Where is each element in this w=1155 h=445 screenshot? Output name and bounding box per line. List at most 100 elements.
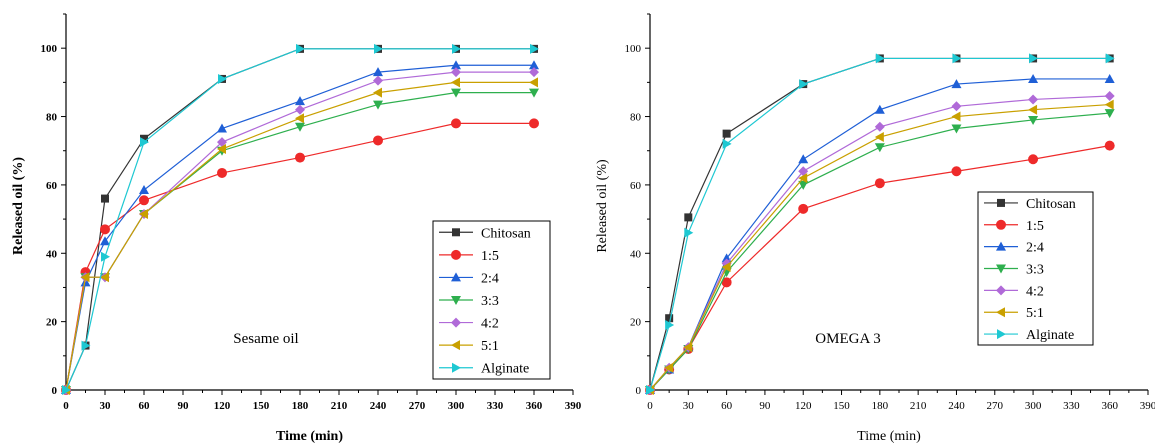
data-point <box>139 208 148 219</box>
y-tick-label: 60 <box>46 180 58 192</box>
data-point <box>875 53 885 64</box>
legend-item: Alginate <box>439 362 529 377</box>
legend-label: 1:5 <box>481 249 499 264</box>
data-point <box>295 113 304 124</box>
data-point <box>1028 104 1038 115</box>
data-point <box>529 88 539 98</box>
x-tick-label: 360 <box>526 400 543 412</box>
x-tick-label: 0 <box>647 400 653 412</box>
x-tick-label: 270 <box>987 400 1004 412</box>
data-point <box>217 144 226 155</box>
x-tick-label: 120 <box>214 400 231 412</box>
data-point <box>373 100 383 110</box>
data-point <box>874 132 884 143</box>
y-tick-label: 0 <box>52 385 58 397</box>
data-point <box>1104 140 1115 151</box>
data-point <box>665 314 674 323</box>
legend-label: 3:3 <box>481 294 499 309</box>
data-point <box>452 43 461 54</box>
data-point <box>100 224 110 235</box>
data-point <box>721 261 731 272</box>
data-point <box>951 79 962 89</box>
legend-label: 2:4 <box>481 271 499 286</box>
x-tick-label: 390 <box>1140 400 1155 412</box>
data-point <box>664 362 674 373</box>
data-point <box>1028 115 1039 125</box>
legend-item: 4:2 <box>984 284 1044 299</box>
x-tick-label: 180 <box>292 400 309 412</box>
legend-marker <box>451 340 460 351</box>
data-point <box>373 75 383 86</box>
legend-marker <box>451 296 461 305</box>
y-tick-label: 80 <box>630 112 642 124</box>
x-tick-label: 300 <box>448 400 465 412</box>
data-point <box>529 118 539 129</box>
y-tick-label: 20 <box>630 317 642 329</box>
x-tick-label: 150 <box>253 400 270 412</box>
legend-item: 5:1 <box>984 306 1044 321</box>
data-point <box>295 152 305 163</box>
x-tick-label: 0 <box>63 400 69 412</box>
data-point <box>874 121 885 132</box>
x-tick-label: 60 <box>139 400 151 412</box>
legend-item: 5:1 <box>439 339 499 354</box>
data-point <box>874 104 885 114</box>
legend-marker <box>451 249 461 260</box>
legend-label: 4:2 <box>481 317 499 332</box>
data-point <box>665 320 675 331</box>
data-point <box>374 43 383 54</box>
x-axis-title: Time (min) <box>276 429 343 444</box>
x-tick-label: 90 <box>759 400 771 412</box>
x-tick-label: 330 <box>1063 400 1080 412</box>
data-point <box>951 166 962 177</box>
legend-label: 2:4 <box>1026 241 1044 256</box>
data-point <box>217 123 227 133</box>
y-axis-title: Released oil (%) <box>11 157 26 255</box>
legend-label: Chitosan <box>1026 197 1076 212</box>
data-point <box>1104 99 1114 110</box>
data-point <box>798 154 809 164</box>
data-point <box>140 134 148 143</box>
legend-marker <box>996 264 1006 274</box>
data-point <box>373 67 383 77</box>
series-Alginate <box>62 43 539 395</box>
legend-marker <box>452 228 460 237</box>
x-axis-title: Time (min) <box>857 429 921 444</box>
data-point <box>874 143 885 153</box>
legend-item: 2:4 <box>439 271 499 286</box>
x-tick-label: 150 <box>833 400 850 412</box>
legend-marker <box>451 272 461 282</box>
legend-label: Alginate <box>1026 328 1074 343</box>
data-point <box>139 185 149 195</box>
data-point <box>295 122 305 132</box>
legend-label: 5:1 <box>1026 306 1044 321</box>
data-point <box>80 272 90 283</box>
legend-item: 3:3 <box>984 263 1044 278</box>
data-point <box>451 77 460 88</box>
data-point <box>140 137 149 148</box>
legend-item: 4:2 <box>439 317 499 332</box>
legend-item: Chitosan <box>984 197 1076 212</box>
data-point <box>451 60 461 70</box>
legend-item: Alginate <box>984 328 1074 343</box>
y-tick-label: 20 <box>46 317 58 329</box>
data-point <box>722 129 731 138</box>
y-tick-label: 100 <box>625 43 642 55</box>
legend-marker <box>452 362 461 373</box>
data-point <box>798 180 809 190</box>
x-tick-label: 30 <box>683 400 695 412</box>
x-tick-labels: 0 30 60 90 120 150 180 210 240 270 300 330 360 390 <box>63 400 582 412</box>
y-tick-label: 80 <box>46 112 58 124</box>
legend-item: 1:5 <box>984 219 1044 234</box>
x-tick-label: 360 <box>1101 400 1118 412</box>
data-point <box>799 79 809 90</box>
legend-label: 4:2 <box>1026 284 1044 299</box>
chart-annotation: Sesame oil <box>233 331 298 347</box>
legend-marker <box>997 329 1006 340</box>
x-tick-label: 300 <box>1025 400 1042 412</box>
x-tick-label: 90 <box>178 400 190 412</box>
data-point <box>373 135 383 146</box>
legend: Chitosan 1:5 2:4 3:3 4:2 5:1 Alginate <box>977 191 1094 346</box>
legend-label: 3:3 <box>1026 263 1044 278</box>
y-tick-label: 0 <box>636 385 642 397</box>
